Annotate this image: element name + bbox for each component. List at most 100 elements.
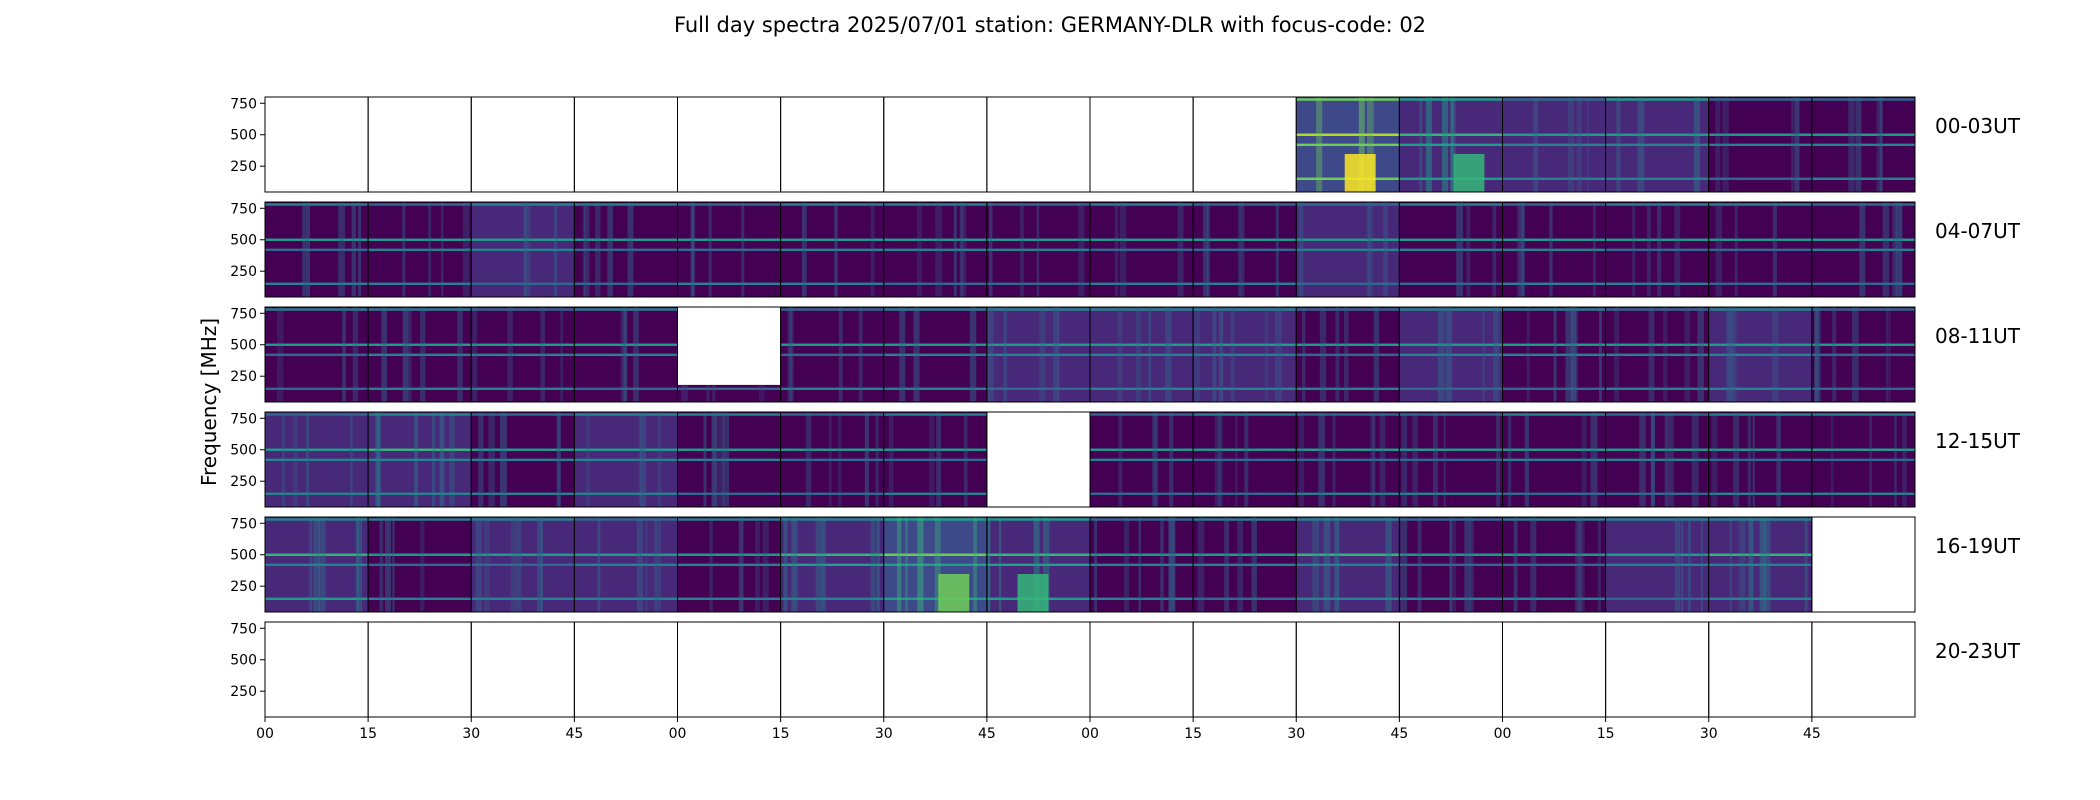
spectrogram-panel bbox=[1605, 411, 1710, 508]
spectral-streak bbox=[1373, 307, 1380, 402]
spectral-band bbox=[780, 343, 884, 346]
panel-frame bbox=[1502, 621, 1607, 718]
spectrogram-panel bbox=[1708, 96, 1813, 193]
spectral-band bbox=[780, 387, 884, 390]
spectral-streak bbox=[351, 202, 356, 297]
spectral-band bbox=[986, 553, 1090, 556]
spectral-streak bbox=[1664, 412, 1669, 507]
spectrogram-panel bbox=[573, 201, 678, 298]
spectral-streak bbox=[988, 202, 993, 297]
spectrogram-panel bbox=[986, 516, 1091, 613]
panel-frame bbox=[986, 411, 1091, 508]
spectral-band bbox=[780, 308, 884, 311]
row-time-label: 16-19UT bbox=[1935, 534, 2021, 558]
spectrogram-panel bbox=[264, 201, 369, 298]
panel-frame bbox=[1192, 621, 1297, 718]
spectral-streak bbox=[655, 517, 662, 612]
spectral-streak bbox=[1383, 202, 1389, 297]
spectral-streak bbox=[1441, 97, 1449, 192]
spectral-streak bbox=[1902, 412, 1907, 507]
spectral-band bbox=[368, 308, 472, 311]
spectral-band bbox=[780, 597, 884, 600]
spectrogram-panel bbox=[1811, 306, 1916, 403]
spectral-streak bbox=[1456, 202, 1464, 297]
spectral-band bbox=[1605, 448, 1709, 451]
spectral-band bbox=[1399, 248, 1503, 252]
spectral-streak bbox=[1450, 97, 1454, 192]
spectral-band bbox=[265, 387, 369, 390]
spectral-band bbox=[1605, 248, 1709, 252]
y-tick-label: 250 bbox=[230, 159, 257, 175]
spectral-streak bbox=[870, 517, 876, 612]
spectral-streak bbox=[1668, 412, 1674, 507]
spectrogram-panel bbox=[883, 201, 988, 298]
spectral-streak bbox=[1135, 307, 1141, 402]
spectral-band bbox=[1811, 203, 1915, 206]
spectral-streak bbox=[1437, 307, 1445, 402]
spectrogram-panel bbox=[1605, 201, 1710, 298]
y-tick-label: 500 bbox=[230, 233, 257, 249]
spectral-streak bbox=[1772, 202, 1777, 297]
spectral-streak bbox=[1118, 412, 1123, 507]
spectrogram-panel bbox=[1605, 96, 1710, 193]
spectral-band bbox=[1502, 177, 1606, 180]
spectral-streak bbox=[1323, 517, 1331, 612]
spectral-streak bbox=[356, 517, 363, 612]
spectral-streak bbox=[560, 307, 564, 402]
spectral-streak bbox=[449, 412, 455, 507]
spectral-band bbox=[883, 308, 987, 311]
spectral-streak bbox=[607, 202, 613, 297]
spectral-band bbox=[1193, 458, 1297, 462]
x-tick-label: 45 bbox=[1803, 726, 1821, 742]
spectral-streak bbox=[1882, 202, 1890, 297]
spectral-streak bbox=[1700, 517, 1703, 612]
spectral-streak bbox=[1138, 517, 1142, 612]
panel-frame bbox=[264, 96, 369, 193]
spectrogram-panel bbox=[1295, 306, 1400, 403]
spectral-streak bbox=[620, 307, 626, 402]
spectral-streak bbox=[1715, 202, 1723, 297]
figure-title: Full day spectra 2025/07/01 station: GER… bbox=[674, 13, 1426, 37]
spectrogram-panel bbox=[677, 621, 782, 718]
spectral-streak bbox=[627, 202, 634, 297]
spectral-band bbox=[1090, 413, 1194, 416]
spectrogram-panel bbox=[1295, 621, 1400, 718]
spectral-band bbox=[1399, 238, 1503, 241]
spectral-streak bbox=[517, 517, 522, 612]
spectral-band bbox=[1090, 308, 1194, 311]
spectral-streak bbox=[1033, 517, 1040, 612]
spectral-band bbox=[368, 518, 472, 521]
spectral-streak bbox=[801, 202, 807, 297]
spectral-band bbox=[677, 413, 781, 416]
y-tick-label: 250 bbox=[230, 684, 257, 700]
panel-frame bbox=[470, 96, 575, 193]
spectrogram-panel bbox=[470, 96, 575, 193]
spectrogram-panel bbox=[1811, 516, 1916, 613]
spectral-band bbox=[1193, 308, 1297, 311]
spectral-band bbox=[265, 458, 369, 462]
spectral-band bbox=[883, 343, 987, 346]
spectral-streak bbox=[758, 384, 765, 402]
spectral-band bbox=[1193, 413, 1297, 416]
spectral-streak bbox=[738, 517, 744, 612]
spectral-streak bbox=[349, 412, 353, 507]
spectral-band bbox=[883, 492, 987, 495]
spectral-band bbox=[1399, 413, 1503, 416]
spectrogram-panel bbox=[1295, 411, 1400, 508]
spectral-band bbox=[368, 458, 472, 462]
spectral-streak bbox=[1680, 517, 1684, 612]
spectral-streak bbox=[1344, 307, 1349, 402]
spectral-band bbox=[883, 597, 987, 600]
spectrogram-panel bbox=[1811, 96, 1916, 193]
spectral-streak bbox=[875, 412, 879, 507]
spectral-streak bbox=[888, 412, 894, 507]
spectrogram-panel bbox=[780, 201, 885, 298]
spectral-band bbox=[1193, 563, 1297, 567]
spectral-streak bbox=[1318, 412, 1325, 507]
spectral-band bbox=[1296, 518, 1400, 521]
spectral-streak bbox=[1616, 97, 1621, 192]
spectral-streak bbox=[305, 412, 310, 507]
spectral-streak bbox=[1251, 517, 1257, 612]
spectral-streak bbox=[1445, 307, 1453, 402]
